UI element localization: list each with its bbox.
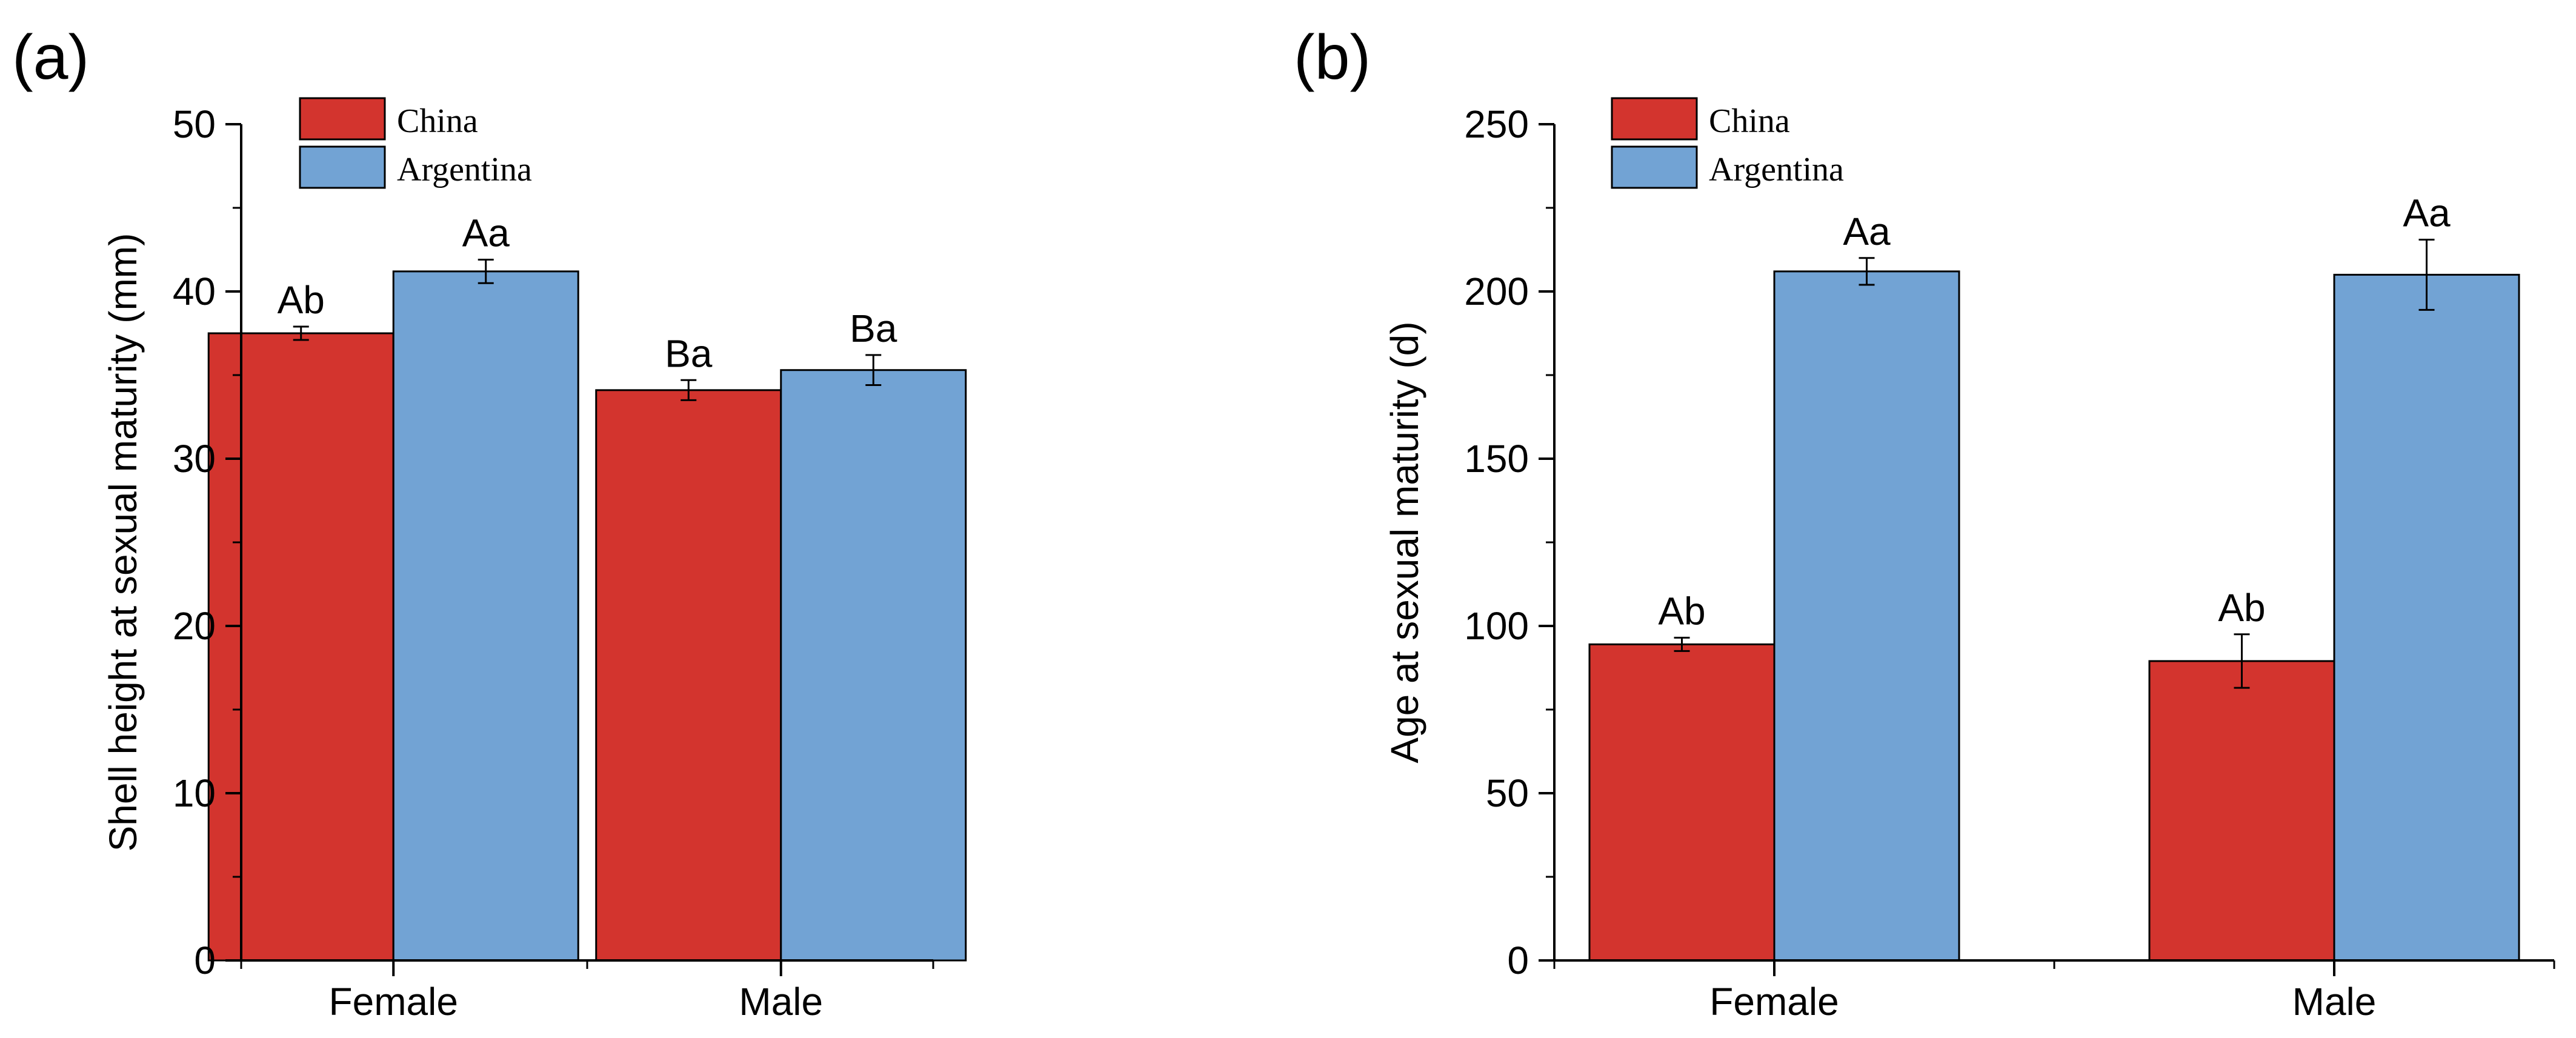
significance-label: Aa bbox=[462, 211, 510, 255]
legend-swatch-china bbox=[299, 97, 386, 141]
y-tick-label: 30 bbox=[173, 437, 216, 481]
panel-label: (b) bbox=[1294, 22, 1371, 93]
y-tick-label: 50 bbox=[173, 102, 216, 146]
y-tick-label: 250 bbox=[1464, 102, 1529, 146]
chart-panel-a: (a) Shell height at sexual maturity (mm) A… bbox=[12, 22, 967, 1023]
y-tick-label: 20 bbox=[173, 604, 216, 648]
panel-label: (a) bbox=[12, 22, 89, 93]
significance-label: Ba bbox=[665, 331, 713, 375]
y-tick-label: 200 bbox=[1464, 270, 1529, 313]
significance-label: Ab bbox=[2218, 586, 2265, 630]
y-tick-label: 0 bbox=[194, 939, 216, 982]
legend: China Argentina bbox=[1611, 97, 1844, 189]
legend-swatch-china bbox=[1611, 97, 1698, 141]
y-tick-label: 100 bbox=[1464, 604, 1529, 648]
bar-argentina-male bbox=[2333, 273, 2520, 962]
legend-swatch-argentina bbox=[1611, 145, 1698, 189]
bar-china-female bbox=[207, 332, 394, 962]
bar-argentina-male bbox=[780, 369, 967, 962]
significance-label: Ab bbox=[278, 278, 325, 322]
bar-china-female bbox=[1588, 643, 1776, 962]
significance-label: Aa bbox=[2403, 191, 2451, 235]
x-tick-label: Male bbox=[2292, 980, 2377, 1023]
y-tick-label: 0 bbox=[1507, 939, 1529, 982]
bar-china-male bbox=[2148, 660, 2335, 962]
bar-argentina-female bbox=[392, 270, 579, 962]
legend-label-china: China bbox=[1709, 102, 1790, 140]
legend-label-china: China bbox=[397, 102, 478, 140]
x-tick-label: Male bbox=[739, 980, 823, 1023]
chart-panel-b: (b) Age at sexual maturity (d) Ab Aa Female A… bbox=[1294, 22, 2555, 1023]
legend: China Argentina bbox=[299, 97, 532, 189]
y-tick-label: 50 bbox=[1486, 771, 1529, 815]
y-axis-title: Age at sexual maturity (d) bbox=[1383, 321, 1426, 763]
legend-swatch-argentina bbox=[299, 145, 386, 189]
legend-label-argentina: Argentina bbox=[1709, 151, 1844, 188]
significance-label: Ba bbox=[850, 307, 897, 350]
bar-china-male bbox=[595, 389, 782, 962]
bar-argentina-female bbox=[1773, 270, 1960, 962]
y-tick-label: 40 bbox=[173, 270, 216, 313]
y-axis-title: Shell height at sexual maturity (mm) bbox=[101, 233, 145, 852]
y-tick-label: 10 bbox=[173, 771, 216, 815]
legend-label-argentina: Argentina bbox=[397, 151, 532, 188]
significance-label: Ab bbox=[1658, 589, 1705, 633]
y-tick-label: 150 bbox=[1464, 437, 1529, 481]
significance-label: Aa bbox=[1843, 210, 1891, 253]
x-tick-label: Female bbox=[1709, 980, 1839, 1023]
x-tick-label: Female bbox=[329, 980, 458, 1023]
